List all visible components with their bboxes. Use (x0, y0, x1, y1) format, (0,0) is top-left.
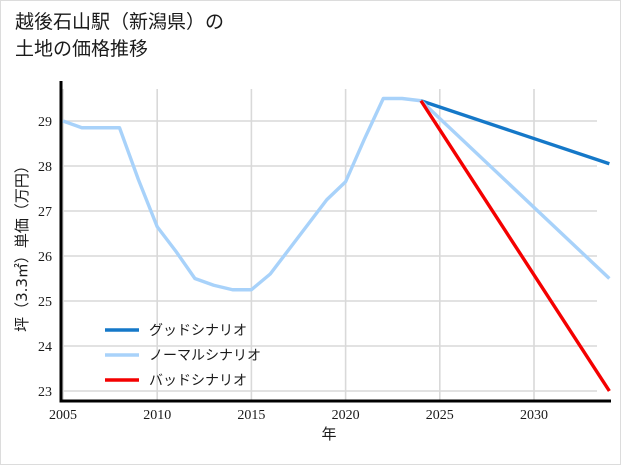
y-tick-label: 24 (38, 340, 52, 355)
y-tick-label: 29 (38, 115, 52, 130)
y-tick-label: 25 (38, 295, 52, 310)
series-line (419, 99, 611, 280)
x-tick-labels: 2005 2010 2015 2020 2025 2030 (49, 408, 548, 423)
page-title: 越後石山駅（新潟県）の 土地の価格推移 (15, 11, 225, 60)
x-tick-label: 2010 (143, 408, 171, 423)
y-axis-title: 坪（3.3㎡）単価（万円） (13, 158, 31, 332)
grid-lines (61, 89, 597, 401)
y-tick-label: 28 (38, 160, 52, 175)
x-tick-label: 2015 (237, 408, 265, 423)
y-tick-label: 27 (38, 205, 52, 220)
legend-label: バッドシナリオ (149, 373, 247, 389)
y-tick-labels: 23 24 25 26 27 28 29 (38, 115, 52, 400)
series-line (62, 96, 422, 292)
x-tick-label: 2030 (520, 408, 548, 423)
x-tick-label: 2025 (426, 408, 454, 423)
x-tick-label: 2020 (332, 408, 360, 423)
series-group (62, 96, 611, 392)
axes (59, 81, 611, 403)
x-axis-title: 年 (321, 425, 336, 443)
legend-label: グッドシナリオ (149, 323, 247, 339)
series-line (420, 99, 610, 166)
x-tick-label: 2005 (49, 408, 77, 423)
y-tick-label: 26 (38, 250, 52, 265)
y-tick-label: 23 (38, 385, 52, 400)
series-line (419, 99, 611, 392)
legend-label: ノーマルシナリオ (149, 348, 261, 364)
